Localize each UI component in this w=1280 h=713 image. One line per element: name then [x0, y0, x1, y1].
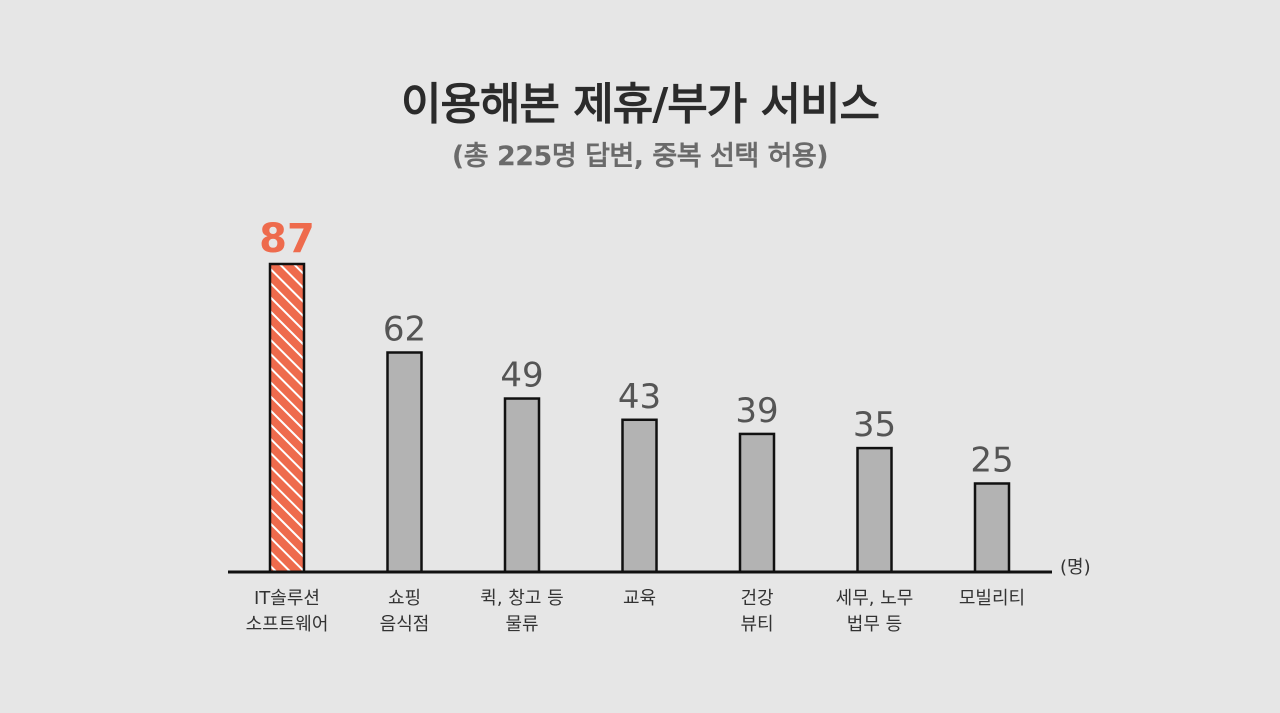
value-label-1: 62: [383, 310, 426, 350]
bar-2: [503, 397, 541, 574]
category-label-2: 퀵, 창고 등 물류: [480, 588, 564, 635]
value-label-4: 39: [735, 391, 778, 431]
chart-subtitle: (총 225명 답변, 중복 선택 허용): [451, 141, 829, 172]
category-label-6: 모빌리티: [958, 588, 1026, 609]
unit-label: (명): [1060, 557, 1091, 578]
bar-0: [268, 262, 306, 574]
bar-6: [973, 482, 1011, 574]
value-label-0: 87: [259, 216, 315, 262]
category-label-1: 쇼핑 음식점: [379, 588, 430, 635]
value-label-2: 49: [500, 356, 543, 396]
bar-1: [386, 351, 423, 574]
value-label-5: 35: [853, 405, 896, 445]
bar-3: [621, 418, 658, 574]
category-label-5: 세무, 노무 법무 등: [835, 588, 914, 635]
category-label-3: 교육: [622, 588, 657, 609]
bar-5: [856, 446, 893, 574]
value-label-6: 25: [970, 440, 1013, 480]
value-label-3: 43: [618, 377, 661, 417]
chart-title: 이용해본 제휴/부가 서비스: [401, 79, 880, 130]
category-label-4: 건강 뷰티: [740, 588, 774, 635]
category-label-0: IT솔루션 소프트웨어: [245, 588, 329, 635]
bar-4: [738, 432, 776, 574]
